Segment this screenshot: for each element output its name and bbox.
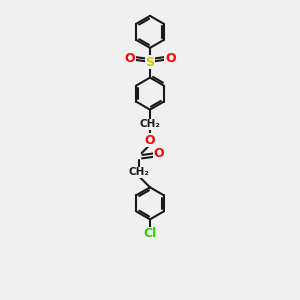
Text: O: O bbox=[145, 134, 155, 147]
Text: O: O bbox=[165, 52, 175, 65]
Text: O: O bbox=[124, 52, 135, 65]
Text: O: O bbox=[154, 147, 164, 160]
Text: Cl: Cl bbox=[143, 227, 157, 240]
Text: S: S bbox=[146, 56, 154, 69]
Text: CH₂: CH₂ bbox=[128, 167, 149, 177]
Text: CH₂: CH₂ bbox=[140, 119, 160, 129]
